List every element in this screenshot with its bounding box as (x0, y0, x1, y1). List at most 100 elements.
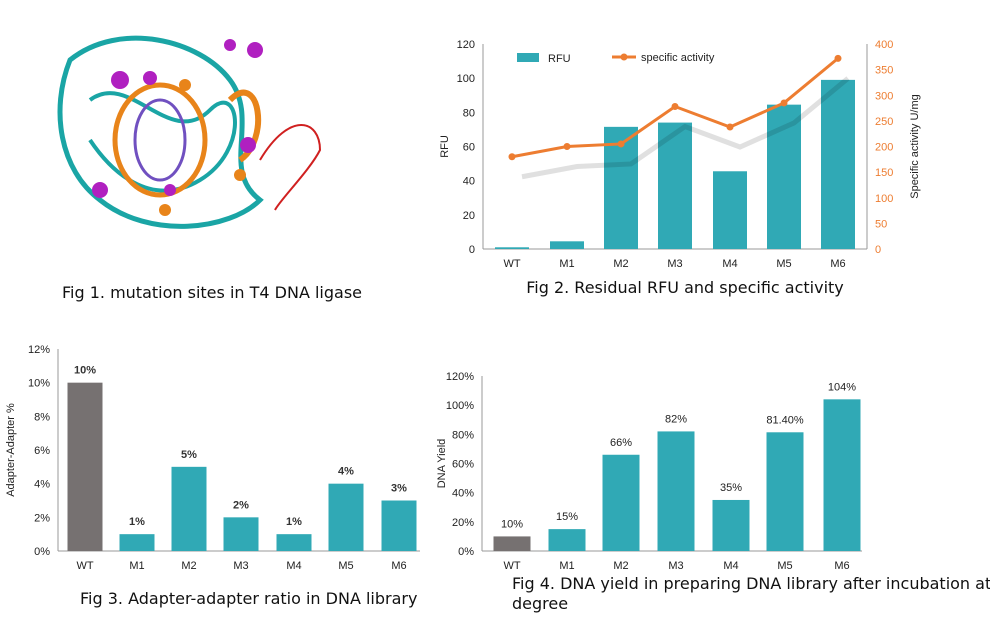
legend-rfu-label: RFU (548, 53, 571, 65)
x-tick-label: M1 (559, 258, 574, 270)
data-label: 10% (74, 365, 96, 377)
bar (328, 483, 364, 551)
fig4-caption-line2: degree (512, 594, 568, 613)
bar (713, 171, 747, 249)
y-tick-label: 6% (34, 445, 50, 457)
bar (381, 500, 417, 551)
fig4-chart: 0% 20% 40% 60% 80% 100% 120% WT M1 M2 M3 M4 M5 M6 DNA … (436, 371, 990, 613)
y-tick-label: 20 (463, 210, 475, 222)
legend-rfu-swatch (517, 53, 539, 62)
data-label: 2% (233, 499, 249, 511)
y2-axis-label: Specific activity U/mg (909, 94, 921, 199)
bar (550, 241, 584, 249)
x-tick-label: M2 (613, 560, 628, 572)
data-label: 82% (665, 413, 687, 425)
data-label: 1% (129, 516, 145, 528)
y-tick-label: 100 (457, 73, 475, 85)
x-tick-label: M5 (776, 258, 791, 270)
bar (67, 382, 103, 551)
x-tick-label: M3 (233, 560, 248, 572)
y-tick-label: 80 (463, 107, 475, 119)
y2-tick-label: 200 (875, 142, 893, 154)
x-tick-label: M4 (723, 560, 738, 572)
fig2-chart: 0 20 40 60 80 100 120 WT M1 M2 M3 M4 M5 M6 RFU 0 50 100 15… (439, 39, 921, 297)
data-label: 66% (610, 437, 632, 449)
y2-tick-label: 250 (875, 116, 893, 128)
x-tick-label: M6 (834, 560, 849, 572)
y-tick-label: 12% (28, 344, 50, 356)
y-tick-label: 0 (469, 244, 475, 256)
bar (495, 247, 529, 249)
y-tick-label: 20% (452, 517, 474, 529)
y-tick-label: 0% (34, 546, 50, 558)
y-axis-label: RFU (439, 135, 451, 158)
bar (119, 534, 155, 551)
bar (658, 122, 692, 249)
bar (223, 517, 259, 551)
line-point (726, 123, 734, 131)
x-tick-label: M4 (286, 560, 301, 572)
data-label: 1% (286, 516, 302, 528)
legend-activity-marker (620, 53, 628, 61)
x-tick-label: WT (503, 258, 520, 270)
fig2-caption: Fig 2. Residual RFU and specific activit… (526, 278, 844, 297)
bar (276, 534, 312, 551)
data-label: 4% (338, 466, 354, 478)
x-tick-label: M1 (129, 560, 144, 572)
fig4-caption-line1: Fig 4. DNA yield in preparing DNA librar… (512, 574, 990, 593)
y2-tick-label: 50 (875, 218, 887, 230)
y-tick-label: 40% (452, 488, 474, 500)
x-tick-label: WT (76, 560, 93, 572)
data-label: 10% (501, 518, 523, 530)
line-point (834, 54, 842, 62)
line-point (563, 143, 571, 150)
x-tick-label: M6 (830, 258, 845, 270)
y2-tick-label: 150 (875, 167, 893, 179)
bar (602, 454, 640, 551)
line-point (508, 153, 516, 161)
x-tick-label: WT (503, 560, 520, 572)
y-tick-label: 4% (34, 479, 50, 491)
bar (712, 499, 750, 551)
line-point (617, 140, 625, 148)
x-tick-label: M3 (668, 560, 683, 572)
y-tick-label: 80% (452, 429, 474, 441)
bar (493, 536, 531, 551)
y2-tick-label: 350 (875, 65, 893, 77)
line-point (780, 99, 788, 107)
x-tick-label: M2 (181, 560, 196, 572)
x-tick-label: M5 (338, 560, 353, 572)
fig1-caption: Fig 1. mutation sites in T4 DNA ligase (62, 283, 362, 302)
y2-tick-label: 300 (875, 90, 893, 102)
y-axis-label: Adapter-Adapter % (5, 403, 17, 497)
protein-structure-image (57, 35, 322, 229)
y-tick-label: 0% (458, 546, 474, 558)
x-tick-label: M5 (777, 560, 792, 572)
data-label: 3% (391, 483, 407, 495)
data-label: 35% (720, 482, 742, 494)
fig3-chart: 0% 2% 4% 6% 8% 10% 12% WT M1 M2 M3 M4 M5 M6 Adapter-Ad… (5, 344, 420, 608)
x-tick-label: M1 (559, 560, 574, 572)
legend-activity-label: specific activity (641, 52, 715, 64)
bar (548, 529, 586, 551)
y-tick-label: 100% (446, 400, 474, 412)
y-tick-label: 8% (34, 411, 50, 423)
y-tick-label: 10% (28, 378, 50, 390)
y-tick-label: 60% (452, 459, 474, 471)
x-tick-label: M3 (667, 258, 682, 270)
y-tick-label: 2% (34, 512, 50, 524)
fig3-caption: Fig 3. Adapter-adapter ratio in DNA libr… (80, 589, 417, 608)
line-shadow (521, 76, 850, 180)
y-tick-label: 120% (446, 371, 474, 383)
x-tick-label: M2 (613, 258, 628, 270)
y2-tick-label: 0 (875, 244, 881, 256)
line-point (671, 103, 679, 111)
bar (766, 432, 804, 551)
y2-tick-label: 100 (875, 193, 893, 205)
data-label: 104% (828, 381, 856, 393)
data-label: 81.40% (766, 414, 804, 426)
y-tick-label: 120 (457, 39, 475, 51)
y-axis-label: DNA Yield (436, 439, 448, 489)
bar (657, 431, 695, 551)
